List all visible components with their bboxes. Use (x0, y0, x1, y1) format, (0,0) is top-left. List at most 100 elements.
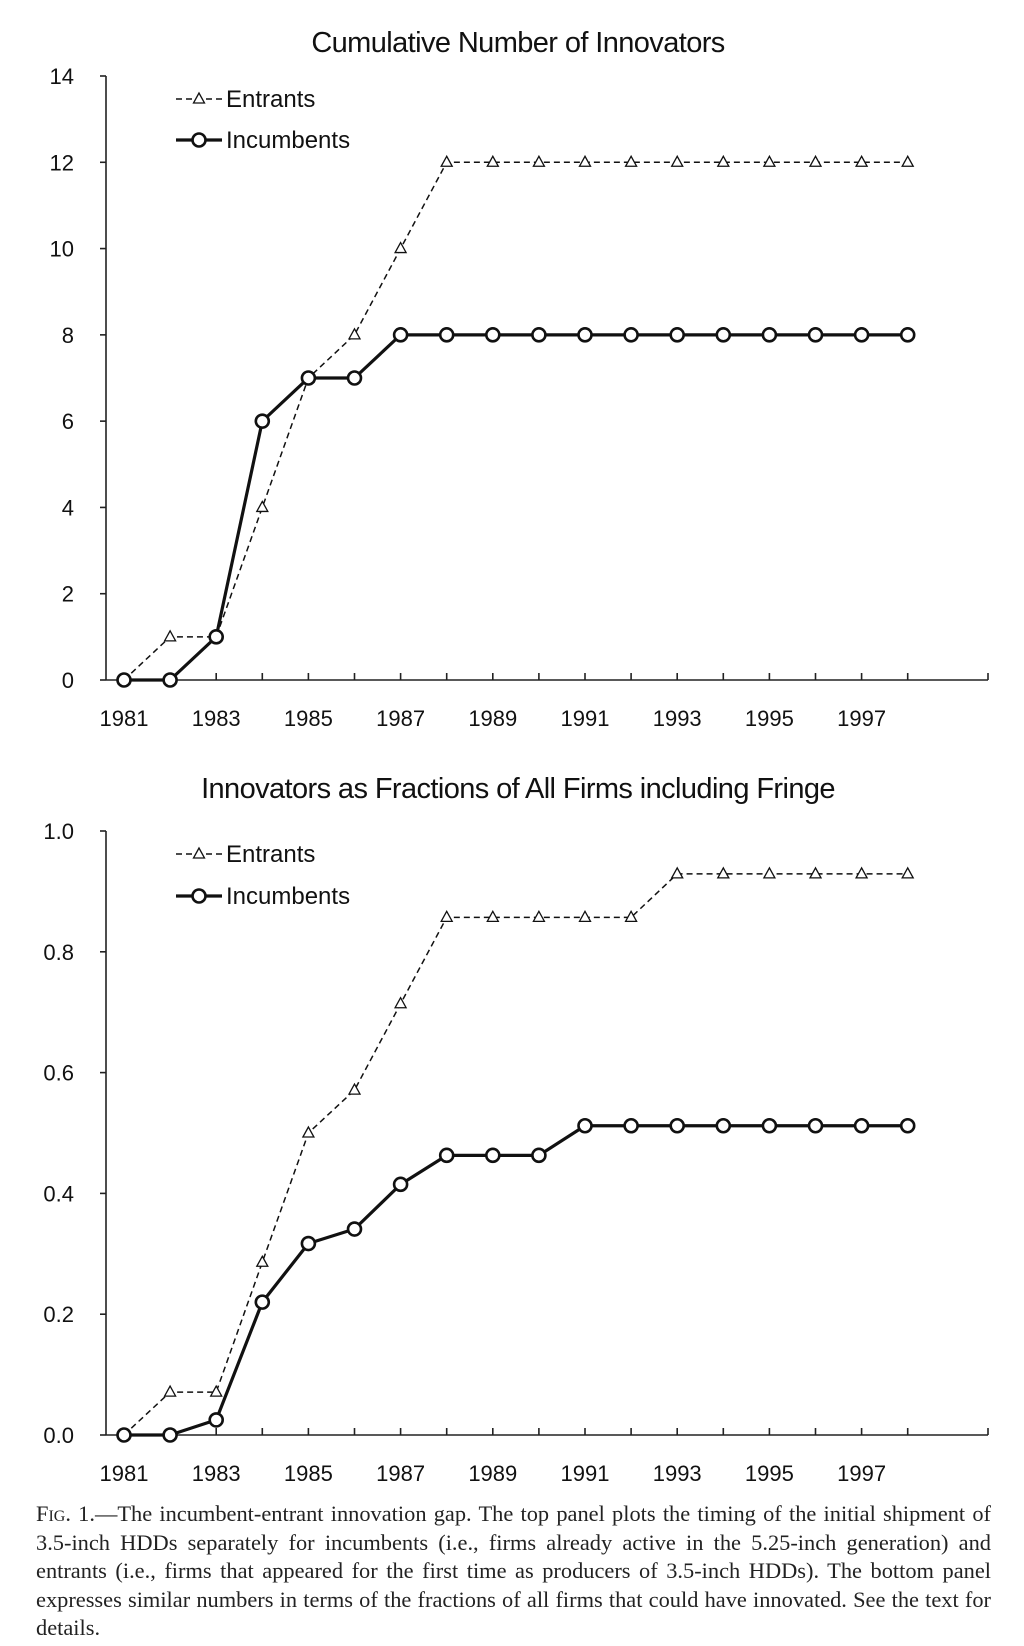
y-tick-label: 0 (62, 668, 74, 693)
entrants-point (670, 866, 684, 879)
incumbents-point (761, 327, 778, 343)
entrants-point (255, 500, 269, 513)
entrants-point (762, 866, 776, 879)
y-tick-label: 6 (62, 409, 74, 434)
x-tick-label: 1997 (837, 706, 886, 731)
entrants-point (394, 241, 408, 254)
incumbents-point (669, 1117, 686, 1134)
y-tick-label: 0.2 (43, 1302, 74, 1327)
entrants-point (486, 910, 500, 923)
legend-entrants-label: Entrants (226, 841, 315, 868)
entrants-point (762, 154, 776, 167)
incumbents-point (116, 672, 132, 688)
x-tick-label: 1993 (653, 1461, 702, 1486)
legend-incumbents-label: Incumbents (226, 127, 350, 154)
entrants-point (347, 1082, 362, 1095)
entrants-point (347, 327, 362, 340)
y-tick-label: 0.4 (43, 1181, 74, 1206)
entrants-point (440, 154, 454, 167)
incumbents-series-line (124, 1124, 908, 1437)
entrants-point (578, 154, 592, 167)
incumbents-point (392, 327, 409, 343)
top-panel: Cumulative Number of Innovators 0 2 4 6 8 10 12… (0, 0, 1024, 731)
incumbents-point (438, 327, 455, 343)
incumbents-point (116, 1427, 132, 1443)
x-tick-label: 1987 (376, 706, 425, 731)
caption-label: Fig. 1. (36, 1501, 95, 1526)
entrants-series-line (123, 161, 908, 681)
incumbents-point (807, 1117, 824, 1134)
incumbents-point (162, 1427, 178, 1443)
entrants-point (394, 996, 408, 1009)
entrants-point (808, 866, 823, 879)
entrants-point (255, 1254, 269, 1267)
legend-entrants-label: Entrants (226, 86, 315, 113)
incumbents-point (761, 1117, 778, 1134)
x-tick-label: 1981 (100, 706, 149, 731)
incumbents-point (623, 327, 639, 343)
entrants-point (901, 866, 915, 879)
incumbents-point (669, 327, 686, 343)
chart-title: Innovators as Fractions of All Firms inc… (201, 773, 835, 805)
x-tick-label: 1989 (468, 706, 517, 731)
incumbents-point (899, 1117, 916, 1134)
legend-entrants-marker (192, 91, 206, 104)
incumbents-point (254, 413, 271, 429)
incumbents-point (254, 1294, 271, 1310)
x-tick-label: 1985 (284, 706, 333, 731)
figure-caption: Fig. 1.—The incumbent-entrant innovation… (36, 1500, 991, 1643)
x-tick-label: 1997 (837, 1461, 886, 1486)
x-tick-label: 1991 (561, 706, 610, 731)
incumbents-point (162, 672, 178, 688)
incumbents-point (531, 327, 547, 343)
legend-entrants-marker (192, 846, 206, 859)
x-tick-label: 1985 (284, 1461, 333, 1486)
entrants-point (301, 1125, 315, 1138)
x-tick-label: 1983 (192, 706, 241, 731)
incumbents-point (853, 327, 870, 343)
incumbents-point (531, 1147, 547, 1164)
caption-text: —The incumbent-entrant innovation gap. T… (36, 1501, 991, 1640)
y-tick-label: 8 (62, 323, 74, 348)
x-tick-label: 1995 (745, 1461, 794, 1486)
entrants-point (578, 910, 592, 923)
x-tick-label: 1993 (653, 706, 702, 731)
incumbents-point (807, 327, 824, 343)
incumbents-point (853, 1117, 870, 1134)
entrants-point (163, 1384, 177, 1397)
entrants-point (855, 154, 869, 167)
entrants-point (808, 154, 823, 167)
incumbents-point (300, 1235, 317, 1252)
incumbents-point (577, 1117, 593, 1134)
incumbents-point (484, 1147, 501, 1164)
y-tick-label: 1.0 (43, 819, 74, 844)
x-tick-label: 1981 (100, 1461, 149, 1486)
entrants-point (716, 154, 730, 167)
entrants-point (855, 866, 869, 879)
y-tick-label: 12 (50, 150, 74, 175)
x-tick-label: 1987 (376, 1461, 425, 1486)
x-tick-label: 1989 (468, 1461, 517, 1486)
innovator-fractions-chart: Innovators as Fractions of All Firms inc… (43, 773, 989, 1486)
incumbents-point (346, 1221, 363, 1237)
entrants-point (209, 1384, 223, 1397)
legend-incumbents-label: Incumbents (226, 883, 350, 910)
chart-title: Cumulative Number of Innovators (311, 27, 724, 59)
entrants-point (624, 154, 638, 167)
incumbents-point (715, 1117, 732, 1134)
legend-incumbents-marker (191, 888, 207, 904)
cumulative-innovators-chart: Cumulative Number of Innovators 0 2 4 6 8 10 12… (50, 27, 989, 731)
y-tick-label: 10 (50, 237, 74, 262)
incumbents-point (623, 1117, 639, 1134)
incumbents-point (438, 1147, 455, 1164)
incumbents-point (715, 327, 732, 343)
incumbents-point (346, 370, 363, 386)
y-tick-label: 0.0 (43, 1423, 74, 1448)
entrants-series-line (123, 873, 908, 1436)
y-tick-label: 4 (62, 495, 74, 520)
y-tick-label: 2 (62, 582, 74, 607)
entrants-point (532, 154, 546, 167)
incumbents-point (208, 1412, 224, 1428)
entrants-point (163, 629, 177, 642)
incumbents-series-line (124, 333, 908, 682)
